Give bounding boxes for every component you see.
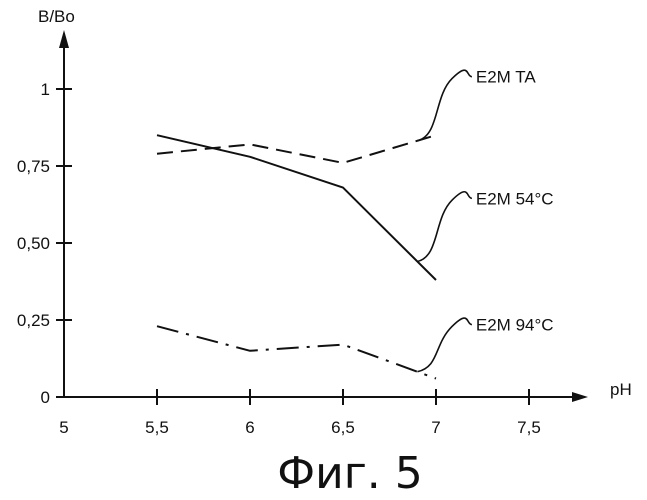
x-axis-label: pH xyxy=(610,380,632,399)
x-tick-label: 7,5 xyxy=(517,418,541,437)
y-axis-label: B/Bo xyxy=(38,7,75,26)
x-tick-label: 7 xyxy=(431,418,440,437)
y-tick-label: 0 xyxy=(41,388,50,407)
y-axis-arrow xyxy=(59,30,69,48)
axes: 5 5,5 6 6,5 7 7,5 0 0,25 0,50 0,75 1 B/Bo pH xyxy=(17,7,632,437)
y-tick-label: 0,75 xyxy=(17,157,50,176)
x-axis-arrow xyxy=(572,392,588,402)
series-line-0 xyxy=(157,135,436,163)
y-tick-label: 0,50 xyxy=(17,234,50,253)
series-callout-0 xyxy=(417,70,472,141)
series-callout-2 xyxy=(417,318,472,372)
y-tick-label: 1 xyxy=(41,80,50,99)
x-tick-label: 6,5 xyxy=(331,418,355,437)
y-tick-label: 0,25 xyxy=(17,311,50,330)
series-line-1 xyxy=(157,135,436,280)
series-label-1: E2M 54°C xyxy=(476,189,554,208)
x-tick-label: 5 xyxy=(59,418,68,437)
series-line-2 xyxy=(157,326,436,378)
series-label-0: E2M TA xyxy=(476,68,536,87)
series-label-2: E2M 94°C xyxy=(476,316,554,335)
series-callout-1 xyxy=(417,192,472,262)
x-tick-label: 6 xyxy=(245,418,254,437)
labels-layer: E2M TA E2M 54°C E2M 94°C xyxy=(476,68,554,335)
x-tick-label: 5,5 xyxy=(145,418,169,437)
series-layer xyxy=(157,70,472,378)
figure-caption: Фиг. 5 xyxy=(277,448,423,499)
